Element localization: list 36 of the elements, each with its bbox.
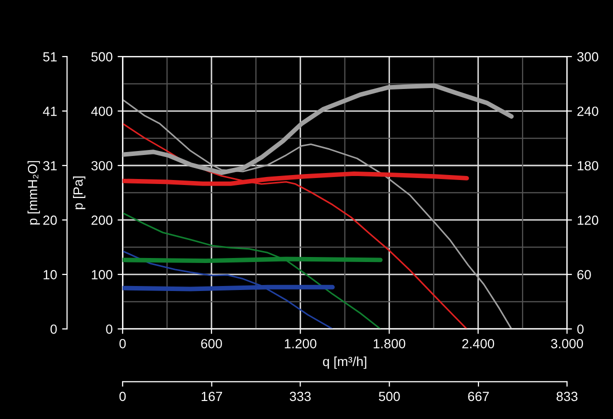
y-tick-label: 400 [91,106,112,116]
line-series [122,212,382,329]
line-series [122,122,468,329]
y3-axis-title: p [mmH₂O] [28,161,40,225]
y3-tick-label: 0 [50,324,57,334]
y-tick-label: 0 [106,324,112,334]
x-axis-title: q [m³/h] [323,356,366,369]
y2-tick-label: 0 [577,324,584,334]
y-tick-label: 200 [92,216,112,225]
x-tick-label: 0 [119,338,126,348]
y3-tick-label: 41 [42,106,57,116]
y-tick-label: 300 [91,161,112,170]
x2-tick-label: 833 [556,392,578,402]
y3-tick-label: 20 [43,216,57,225]
x-tick-label: 3.000 [551,338,584,348]
x-tick-label: 1.200 [284,338,316,348]
y2-tick-label: 240 [577,106,598,116]
x2-tick-label: 0 [119,392,126,402]
x2-tick-label: 333 [290,392,311,402]
y3-tick-label: 10 [44,270,57,280]
x-tick-label: 600 [201,338,222,348]
y3-tick-label: 31 [43,161,57,170]
line-series [122,250,334,329]
y-axis-title: p [Pa] [73,176,86,210]
x2-tick-label: 500 [378,392,400,402]
y-tick-label: 500 [91,52,112,62]
y2-tick-label: 60 [577,270,591,280]
x-tick-label: 2.400 [462,338,494,348]
y2-tick-label: 120 [578,216,598,225]
y2-tick-label: 300 [577,52,598,62]
x-tick-label: 1.800 [374,338,406,348]
y2-tick-label: 180 [578,161,598,170]
x2-tick-label: 167 [202,392,222,402]
y-tick-label: 100 [92,270,112,280]
y3-tick-label: 51 [43,52,57,62]
x2-tick-label: 667 [468,392,489,402]
